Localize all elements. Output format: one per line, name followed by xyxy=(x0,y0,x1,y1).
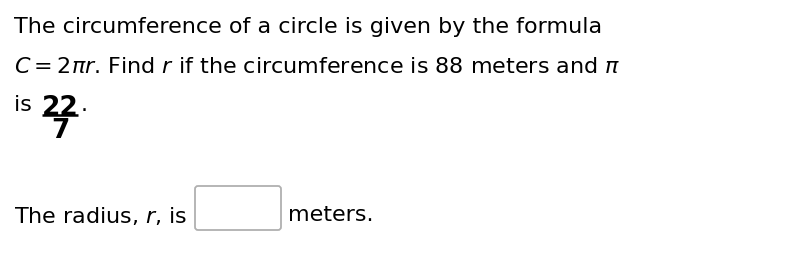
Text: meters.: meters. xyxy=(288,205,373,225)
Text: The circumference of a circle is given by the formula: The circumference of a circle is given b… xyxy=(14,17,602,37)
Text: is: is xyxy=(14,95,39,115)
FancyBboxPatch shape xyxy=(195,186,281,230)
Text: The radius, $r$, is: The radius, $r$, is xyxy=(14,205,187,227)
Text: 22: 22 xyxy=(42,95,78,121)
Text: 7: 7 xyxy=(51,118,69,144)
Text: .: . xyxy=(81,95,88,115)
Text: $C = 2\pi r$. Find $r$ if the circumference is 88 meters and $\pi$: $C = 2\pi r$. Find $r$ if the circumfere… xyxy=(14,57,620,77)
